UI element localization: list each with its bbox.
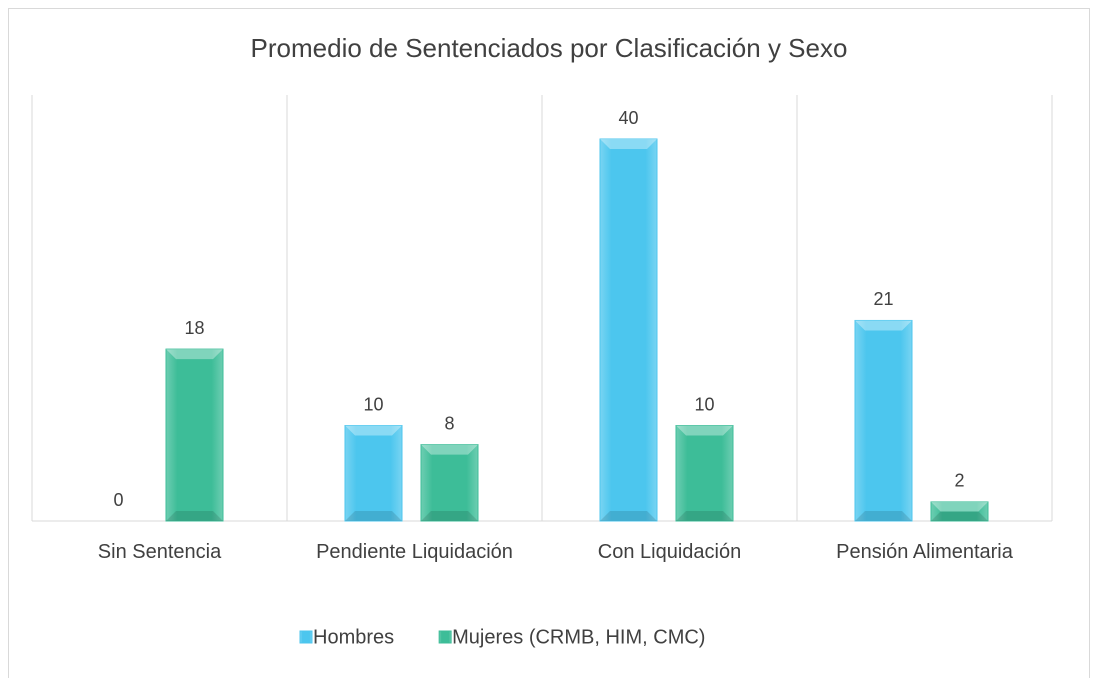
bar: [930, 501, 989, 522]
bar-bevel: [676, 425, 733, 436]
bar: [854, 319, 913, 522]
data-label: 21: [873, 289, 893, 309]
x-tick-label: Pensión Alimentaria: [836, 541, 1013, 563]
legend-label: Mujeres (CRMB, HIM, CMC): [452, 626, 705, 648]
bar-bevel: [600, 511, 657, 521]
x-tick-label: Con Liquidación: [597, 541, 742, 563]
chart-border: [8, 8, 1090, 678]
x-tick-label: Pendiente Liquidación: [316, 541, 513, 563]
data-label: 0: [113, 490, 123, 510]
bar: [165, 348, 224, 522]
bar-bevel: [600, 139, 657, 149]
bar-bevel: [166, 349, 223, 360]
legend-swatch: [438, 630, 452, 644]
data-label: 2: [954, 471, 964, 491]
bar-bevel: [166, 511, 223, 521]
bar: [420, 444, 479, 522]
data-label: 18: [184, 318, 204, 338]
data-label: 8: [444, 413, 454, 433]
chart-title: Promedio de Sentenciados por Clasificaci…: [251, 33, 848, 63]
data-label: 40: [618, 108, 638, 128]
bar-bevel: [421, 511, 478, 521]
bar-bevel: [345, 511, 402, 521]
legend-swatch: [299, 630, 313, 644]
data-label: 10: [363, 394, 383, 414]
bar: [344, 425, 403, 522]
data-label: 10: [694, 394, 714, 414]
bar-bevel: [676, 511, 733, 521]
bar: [599, 138, 658, 522]
bar-bevel: [421, 444, 478, 455]
bar-bevel: [345, 425, 402, 436]
bar-bevel: [855, 320, 912, 331]
bar-bevel: [855, 511, 912, 521]
bar-bevel: [931, 501, 988, 512]
legend-label: Hombres: [313, 626, 394, 648]
x-tick-label: Sin Sentencia: [97, 541, 222, 563]
bar: [675, 425, 734, 522]
bar-bevel: [931, 511, 988, 521]
